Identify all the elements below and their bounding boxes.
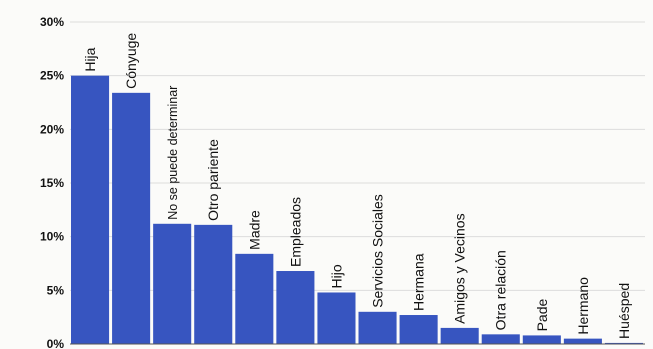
y-tick-label: 0% xyxy=(47,337,65,349)
bar xyxy=(563,338,602,344)
category-label: Empleados xyxy=(287,197,303,267)
category-label: Cónyuge xyxy=(123,33,139,89)
bar xyxy=(522,335,561,344)
bar xyxy=(235,253,274,344)
bar xyxy=(604,342,643,344)
category-label: Madre xyxy=(246,210,262,250)
category-label: Hijo xyxy=(328,264,344,288)
y-tick-label: 20% xyxy=(40,122,64,136)
y-tick-label: 30% xyxy=(40,15,64,29)
y-tick-label: 5% xyxy=(47,283,65,297)
category-label: Servicios Sociales xyxy=(370,194,386,308)
category-label: Otra relación xyxy=(493,250,509,330)
bar xyxy=(71,75,110,345)
category-label: Hija xyxy=(82,47,98,71)
bar xyxy=(358,311,397,344)
y-tick-label: 25% xyxy=(40,69,64,83)
category-label: Pade xyxy=(534,299,550,332)
category-label: Amigos y Vecinos xyxy=(452,213,468,324)
category-labels: Hija Cónyuge No se puede determinar Otro pa… xyxy=(82,33,632,339)
category-label: Otro pariente xyxy=(205,139,221,221)
category-label: Hermano xyxy=(575,277,591,335)
bar xyxy=(276,271,315,344)
y-tick-label: 10% xyxy=(40,230,64,244)
category-label: Huésped xyxy=(616,283,632,339)
bar xyxy=(399,315,438,344)
bar xyxy=(194,224,233,344)
bar xyxy=(440,327,479,344)
y-axis-tick-labels: 0% 5% 10% 15% 20% 25% 30% xyxy=(40,15,64,349)
bars xyxy=(71,75,643,345)
bar xyxy=(153,223,192,344)
bar xyxy=(317,292,356,344)
bar xyxy=(112,92,151,344)
y-tick-label: 15% xyxy=(40,176,64,190)
bar xyxy=(481,334,520,344)
category-label: No se puede determinar xyxy=(166,86,180,220)
category-label: Hermana xyxy=(411,253,427,311)
